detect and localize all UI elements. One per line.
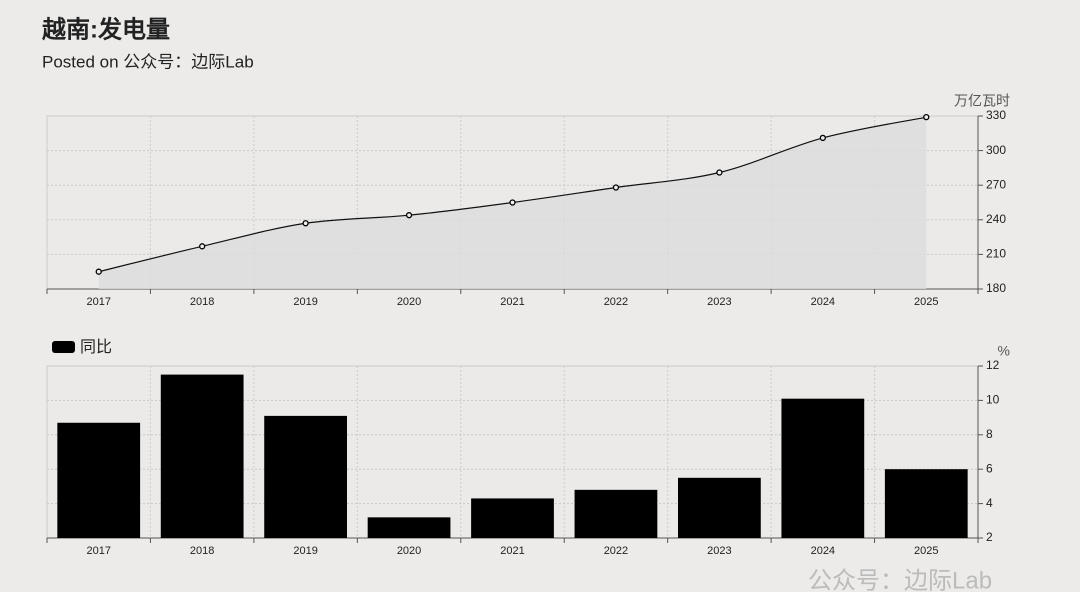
legend-swatch <box>52 341 75 353</box>
y-tick-label: 6 <box>986 461 993 475</box>
x-tick-label: 2022 <box>604 296 628 308</box>
bar <box>574 489 658 538</box>
y-tick-label: 4 <box>986 496 993 510</box>
x-tick-label: 2021 <box>500 545 524 557</box>
bar <box>678 477 761 538</box>
bar <box>160 374 244 538</box>
x-tick-label: 2018 <box>190 545 214 557</box>
point <box>819 134 826 142</box>
point <box>302 220 309 227</box>
point <box>405 212 413 219</box>
x-tick-label: 2024 <box>811 545 835 557</box>
x-tick-label: 2024 <box>811 296 835 308</box>
y-tick-label: 300 <box>986 143 1006 157</box>
x-tick-label: 2020 <box>397 296 421 308</box>
y-tick-label: 210 <box>986 247 1006 261</box>
point <box>509 199 516 206</box>
y-tick-label: 330 <box>986 108 1006 122</box>
point <box>716 169 723 176</box>
x-tick-label: 2018 <box>190 296 214 308</box>
point <box>923 114 930 121</box>
bar <box>781 398 865 538</box>
x-tick-label: 2021 <box>500 296 524 308</box>
x-tick-label: 2020 <box>397 545 421 557</box>
y-tick-label: 270 <box>986 177 1006 191</box>
y-axis-label: % <box>998 343 1010 359</box>
x-tick-label: 2025 <box>914 545 938 557</box>
x-tick-label: 2022 <box>604 545 628 557</box>
x-tick-label: 2023 <box>707 296 731 308</box>
bar <box>471 498 554 538</box>
x-tick-label: 2025 <box>914 296 938 308</box>
x-tick-label: 2017 <box>86 545 110 557</box>
x-tick-label: 2019 <box>293 296 317 308</box>
y-tick-label: 12 <box>986 358 1000 372</box>
bar <box>57 422 141 538</box>
y-tick-label: 2 <box>986 530 993 544</box>
legend-label: 同比 <box>80 338 112 356</box>
y-tick-label: 10 <box>986 393 1000 407</box>
point <box>612 184 620 191</box>
y-axis-label: 万亿瓦时 <box>954 93 1010 109</box>
y-tick-label: 180 <box>986 281 1006 295</box>
point <box>199 243 206 250</box>
watermark: 公众号：边际Lab <box>808 567 992 592</box>
bar <box>884 469 968 538</box>
x-tick-label: 2017 <box>86 296 110 308</box>
subtitle: Posted on 公众号：边际Lab <box>42 52 254 71</box>
bar <box>367 517 451 538</box>
point <box>95 268 102 275</box>
x-tick-label: 2023 <box>707 545 731 557</box>
y-tick-label: 240 <box>986 212 1006 226</box>
y-tick-label: 8 <box>986 427 993 441</box>
bar <box>264 415 347 538</box>
x-tick-label: 2019 <box>293 545 317 557</box>
title: 越南:发电量 <box>42 15 170 43</box>
